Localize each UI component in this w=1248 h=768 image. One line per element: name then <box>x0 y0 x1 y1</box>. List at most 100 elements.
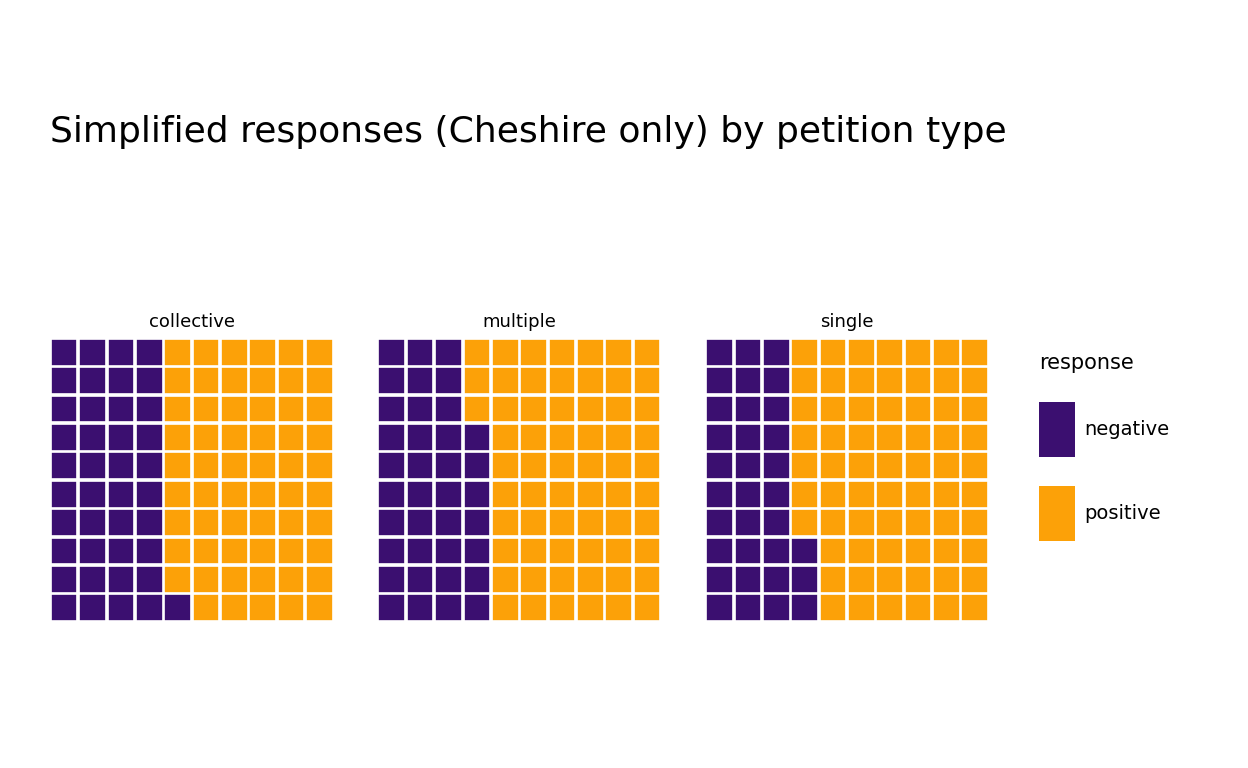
Bar <box>436 538 462 564</box>
Bar <box>165 424 191 451</box>
Bar <box>192 538 220 564</box>
Bar <box>306 367 333 394</box>
Bar <box>876 339 904 366</box>
Bar <box>407 594 433 621</box>
Bar <box>51 509 77 536</box>
Bar <box>378 481 406 508</box>
Bar <box>463 339 490 366</box>
Bar <box>221 509 247 536</box>
Bar <box>520 481 547 508</box>
Bar <box>192 566 220 593</box>
Text: Simplified responses (Cheshire only) by petition type: Simplified responses (Cheshire only) by … <box>50 115 1007 149</box>
Bar <box>165 367 191 394</box>
Bar <box>549 538 575 564</box>
Bar <box>905 452 931 479</box>
Bar <box>961 481 988 508</box>
Bar <box>407 566 433 593</box>
Bar <box>278 538 305 564</box>
Bar <box>165 594 191 621</box>
Bar <box>634 566 660 593</box>
Bar <box>634 339 660 366</box>
Bar <box>634 594 660 621</box>
Bar <box>763 566 790 593</box>
Bar <box>905 424 931 451</box>
Bar <box>463 594 490 621</box>
Bar <box>51 367 77 394</box>
Bar <box>192 339 220 366</box>
Bar <box>520 566 547 593</box>
Bar <box>735 481 761 508</box>
Bar <box>79 396 106 422</box>
Title: collective: collective <box>149 313 235 331</box>
Bar <box>605 339 631 366</box>
Bar <box>221 339 247 366</box>
Bar <box>706 396 733 422</box>
Bar <box>634 367 660 394</box>
Bar <box>706 481 733 508</box>
Bar <box>905 367 931 394</box>
Bar <box>107 594 135 621</box>
Bar <box>278 367 305 394</box>
Bar <box>549 424 575 451</box>
Bar <box>407 396 433 422</box>
Bar <box>791 339 817 366</box>
Bar <box>791 594 817 621</box>
Bar <box>407 538 433 564</box>
Bar <box>706 538 733 564</box>
Bar <box>378 538 406 564</box>
Bar <box>107 538 135 564</box>
Bar <box>378 594 406 621</box>
Bar <box>876 538 904 564</box>
Bar <box>107 339 135 366</box>
Bar <box>549 509 575 536</box>
Bar <box>192 452 220 479</box>
Bar <box>250 396 276 422</box>
Bar <box>791 566 817 593</box>
Bar <box>549 566 575 593</box>
Bar <box>735 339 761 366</box>
Bar <box>492 566 519 593</box>
Bar <box>79 538 106 564</box>
Bar <box>577 396 604 422</box>
Bar <box>706 367 733 394</box>
Bar <box>79 452 106 479</box>
Bar <box>706 452 733 479</box>
Bar <box>847 509 875 536</box>
Bar <box>378 396 406 422</box>
Bar <box>492 452 519 479</box>
Bar <box>961 509 988 536</box>
Bar <box>735 396 761 422</box>
Bar <box>905 481 931 508</box>
Bar <box>820 367 846 394</box>
Bar <box>706 339 733 366</box>
Bar <box>549 481 575 508</box>
Bar <box>905 594 931 621</box>
Bar <box>820 594 846 621</box>
Bar <box>492 481 519 508</box>
Bar <box>577 481 604 508</box>
Bar <box>250 509 276 536</box>
Bar <box>876 594 904 621</box>
Bar <box>221 452 247 479</box>
Bar <box>192 481 220 508</box>
Bar <box>463 509 490 536</box>
Bar <box>250 339 276 366</box>
Bar <box>961 594 988 621</box>
Bar <box>165 566 191 593</box>
Bar <box>605 509 631 536</box>
Bar <box>378 339 406 366</box>
Bar <box>934 538 960 564</box>
Bar <box>136 509 162 536</box>
Bar <box>577 566 604 593</box>
Bar <box>934 594 960 621</box>
Bar <box>407 452 433 479</box>
Bar <box>463 396 490 422</box>
Bar <box>876 367 904 394</box>
Bar <box>436 367 462 394</box>
Bar <box>436 509 462 536</box>
Bar <box>250 424 276 451</box>
Bar <box>378 452 406 479</box>
Bar <box>79 367 106 394</box>
Bar <box>492 594 519 621</box>
Bar <box>278 339 305 366</box>
